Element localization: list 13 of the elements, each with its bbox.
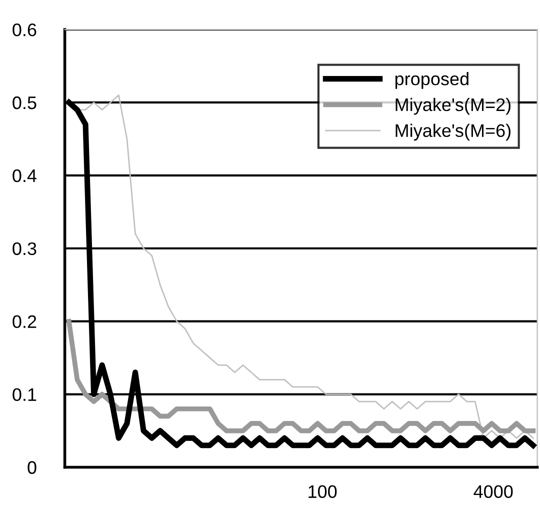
- y-tick-label: 0.5: [12, 96, 36, 110]
- text: 4000: [474, 485, 513, 498]
- legend-label: Miyake's(M=2): [396, 98, 510, 115]
- y-tick-label: 0.3: [12, 242, 36, 256]
- line-series: [66, 318, 536, 434]
- y-tick-label: 0.4: [12, 169, 36, 182]
- legend-label: Miyake's(M=6): [396, 124, 510, 141]
- y-tick-label: 0: [28, 461, 36, 474]
- y-tick-label: 0.6: [12, 23, 36, 36]
- legend-label: proposed: [395, 72, 468, 89]
- y-tick-label: 0.2: [12, 315, 36, 328]
- y-tick-label: 0.1: [12, 388, 36, 402]
- text: 100: [308, 485, 337, 498]
